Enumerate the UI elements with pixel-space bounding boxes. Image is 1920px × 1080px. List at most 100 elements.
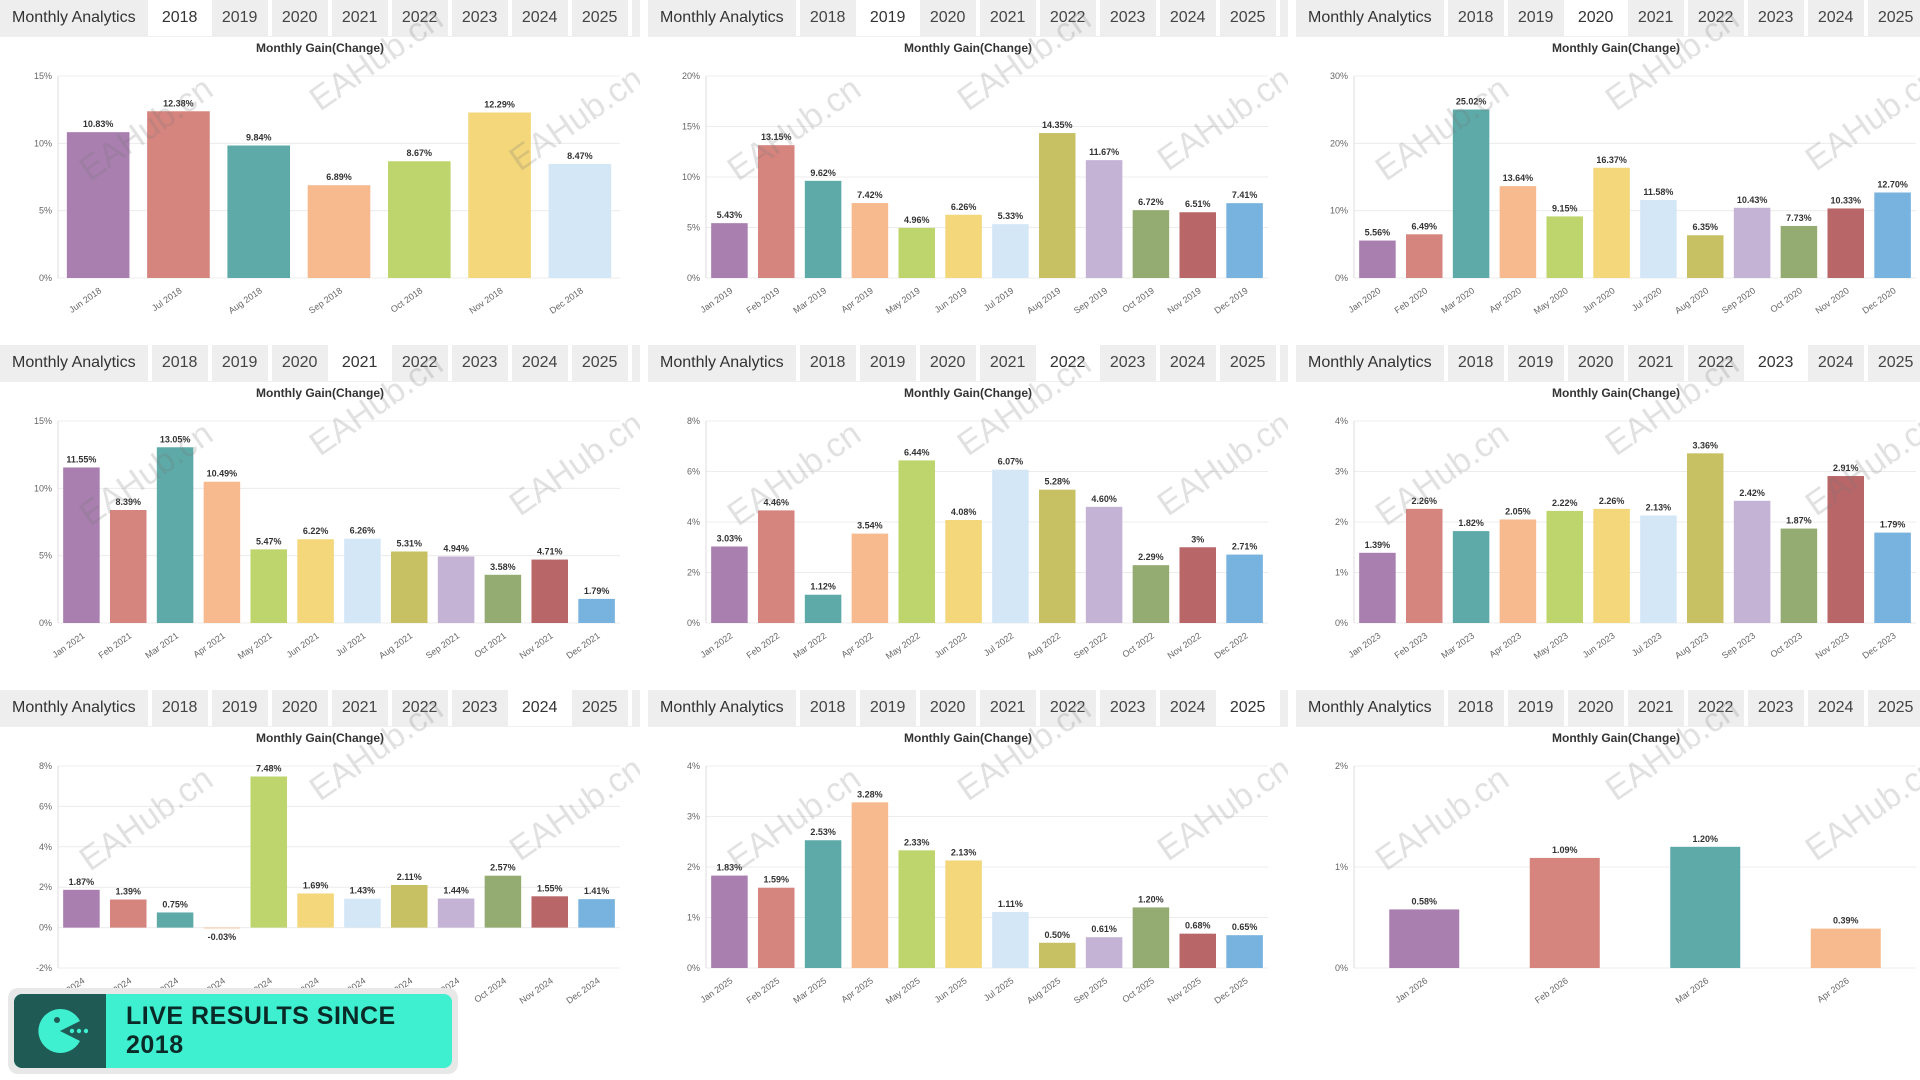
- year-tab-2019[interactable]: 2019: [859, 345, 916, 381]
- year-tab-2026[interactable]: 2026: [631, 345, 640, 381]
- y-tick-label: 1%: [1335, 568, 1348, 578]
- year-tab-2025[interactable]: 2025: [1867, 690, 1920, 726]
- year-tab-2021[interactable]: 2021: [979, 690, 1036, 726]
- year-tab-2025[interactable]: 2025: [571, 690, 628, 726]
- year-tab-2019[interactable]: 2019: [859, 690, 916, 726]
- x-tick-label: Aug 2025: [1025, 975, 1062, 1005]
- x-tick-label: Jan 2023: [1346, 630, 1382, 659]
- year-tab-2020[interactable]: 2020: [919, 0, 976, 36]
- year-tab-2024[interactable]: 2024: [511, 0, 568, 36]
- year-tab-2020[interactable]: 2020: [919, 345, 976, 381]
- y-tick-label: 8%: [39, 761, 52, 771]
- year-tab-2021[interactable]: 2021: [979, 0, 1036, 36]
- year-tab-2018[interactable]: 2018: [151, 345, 208, 381]
- year-tab-2022[interactable]: 2022: [1039, 0, 1096, 36]
- bar-nov-2021: [531, 559, 569, 623]
- year-tab-2025[interactable]: 2025: [1219, 690, 1276, 726]
- year-tab-2019[interactable]: 2019: [859, 0, 916, 36]
- x-tick-label: Dec 2023: [1860, 630, 1897, 660]
- year-tab-2022[interactable]: 2022: [1039, 345, 1096, 381]
- x-tick-label: Mar 2019: [791, 285, 828, 315]
- year-tab-2023[interactable]: 2023: [1747, 0, 1804, 36]
- value-label: 5.47%: [256, 536, 282, 546]
- year-tab-2018[interactable]: 2018: [1447, 0, 1504, 36]
- year-tab-2020[interactable]: 2020: [1567, 345, 1624, 381]
- year-tab-2022[interactable]: 2022: [1687, 690, 1744, 726]
- year-tab-2018[interactable]: 2018: [151, 0, 208, 36]
- year-tab-2022[interactable]: 2022: [391, 0, 448, 36]
- year-tab-2024[interactable]: 2024: [1807, 0, 1864, 36]
- year-tab-2019[interactable]: 2019: [1507, 690, 1564, 726]
- bar-dec-2021: [578, 598, 615, 623]
- year-tab-2021[interactable]: 2021: [331, 345, 388, 381]
- year-tab-2020[interactable]: 2020: [271, 0, 328, 36]
- value-label: 2.13%: [1646, 502, 1672, 512]
- year-tab-2023[interactable]: 2023: [1747, 690, 1804, 726]
- value-label: 1.39%: [115, 887, 141, 897]
- monthly-gain-chart: Monthly Gain(Change) 0% 5% 10% 15% 11.55% Jan …: [34, 386, 620, 661]
- value-label: 2.05%: [1505, 506, 1531, 516]
- year-tab-2018[interactable]: 2018: [799, 0, 856, 36]
- year-tab-2022[interactable]: 2022: [1039, 690, 1096, 726]
- value-label: 13.64%: [1503, 173, 1534, 183]
- year-tab-2019[interactable]: 2019: [211, 0, 268, 36]
- year-tab-2024[interactable]: 2024: [1159, 345, 1216, 381]
- year-tab-2023[interactable]: 2023: [1099, 690, 1156, 726]
- year-tab-2021[interactable]: 2021: [331, 690, 388, 726]
- year-tab-2026[interactable]: 2026: [631, 690, 640, 726]
- year-tab-2019[interactable]: 2019: [211, 345, 268, 381]
- year-tab-2024[interactable]: 2024: [1807, 345, 1864, 381]
- x-tick-label: Nov 2022: [1166, 630, 1203, 660]
- year-tab-2018[interactable]: 2018: [1447, 690, 1504, 726]
- year-tab-2021[interactable]: 2021: [979, 345, 1036, 381]
- year-tab-2020[interactable]: 2020: [271, 690, 328, 726]
- year-tab-2018[interactable]: 2018: [799, 345, 856, 381]
- y-tick-label: 8%: [687, 416, 700, 426]
- value-label: 5.43%: [717, 210, 743, 220]
- bar-mar-2021: [156, 447, 194, 623]
- year-tab-2019[interactable]: 2019: [1507, 345, 1564, 381]
- year-tab-2024[interactable]: 2024: [511, 690, 568, 726]
- bar-aug-2025: [1038, 942, 1076, 968]
- year-tab-2020[interactable]: 2020: [919, 690, 976, 726]
- year-tab-2026[interactable]: 2026: [1279, 690, 1288, 726]
- year-tab-2022[interactable]: 2022: [1687, 345, 1744, 381]
- year-tab-2023[interactable]: 2023: [1747, 345, 1804, 381]
- year-tab-2018[interactable]: 2018: [151, 690, 208, 726]
- year-tab-2021[interactable]: 2021: [1627, 690, 1684, 726]
- year-tab-2022[interactable]: 2022: [391, 690, 448, 726]
- value-label: 6.07%: [998, 457, 1024, 467]
- year-tab-2020[interactable]: 2020: [1567, 690, 1624, 726]
- year-tab-2025[interactable]: 2025: [571, 0, 628, 36]
- year-tab-2021[interactable]: 2021: [1627, 345, 1684, 381]
- year-tab-2025[interactable]: 2025: [1867, 0, 1920, 36]
- year-tab-2018[interactable]: 2018: [799, 690, 856, 726]
- year-tab-2021[interactable]: 2021: [1627, 0, 1684, 36]
- year-tab-2026[interactable]: 2026: [631, 0, 640, 36]
- year-tab-2023[interactable]: 2023: [451, 345, 508, 381]
- year-tab-2024[interactable]: 2024: [1159, 0, 1216, 36]
- year-tab-2021[interactable]: 2021: [331, 0, 388, 36]
- year-tab-2023[interactable]: 2023: [451, 690, 508, 726]
- year-tab-2024[interactable]: 2024: [511, 345, 568, 381]
- year-tab-2025[interactable]: 2025: [571, 345, 628, 381]
- year-tab-2025[interactable]: 2025: [1219, 0, 1276, 36]
- year-tab-2026[interactable]: 2026: [1279, 0, 1288, 36]
- year-tab-2025[interactable]: 2025: [1867, 345, 1920, 381]
- year-tab-2024[interactable]: 2024: [1807, 690, 1864, 726]
- year-tab-2018[interactable]: 2018: [1447, 345, 1504, 381]
- year-tab-2022[interactable]: 2022: [1687, 0, 1744, 36]
- year-tab-2025[interactable]: 2025: [1219, 345, 1276, 381]
- year-tab-2019[interactable]: 2019: [1507, 0, 1564, 36]
- year-tab-2024[interactable]: 2024: [1159, 690, 1216, 726]
- year-tab-2020[interactable]: 2020: [271, 345, 328, 381]
- year-tab-2026[interactable]: 2026: [1279, 345, 1288, 381]
- year-tab-2022[interactable]: 2022: [391, 345, 448, 381]
- year-tab-2019[interactable]: 2019: [211, 690, 268, 726]
- year-tab-2023[interactable]: 2023: [1099, 0, 1156, 36]
- x-tick-label: Feb 2026: [1533, 975, 1570, 1005]
- year-tab-2020[interactable]: 2020: [1567, 0, 1624, 36]
- year-tab-2023[interactable]: 2023: [451, 0, 508, 36]
- analytics-panel-2022: Monthly Analytics 2018 2019 2020 2021 2022 202…: [648, 345, 1288, 685]
- year-tab-2023[interactable]: 2023: [1099, 345, 1156, 381]
